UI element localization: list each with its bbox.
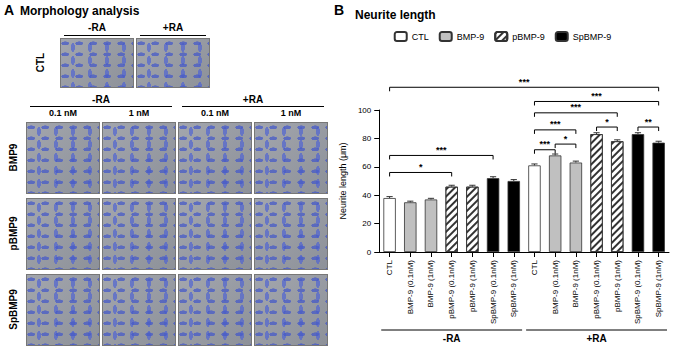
svg-text:pBMP-9 (0.1nM): pBMP-9 (0.1nM) [592, 260, 601, 319]
svg-text:Neurite length: Neurite length [355, 8, 436, 22]
svg-text:60: 60 [362, 162, 371, 171]
svg-text:+RA: +RA [586, 333, 606, 344]
svg-text:CTL: CTL [530, 259, 539, 275]
svg-text:BMP-9: BMP-9 [457, 32, 485, 42]
html-text:1 nM: 1 nM [128, 108, 150, 118]
html-text:1 nM: 1 nM [280, 108, 302, 118]
html-text:+RA: +RA [162, 22, 184, 33]
svg-text:CTL: CTL [412, 32, 429, 42]
html-text:B: B [334, 2, 345, 18]
svg-text:pBMP-9: pBMP-9 [512, 32, 545, 42]
svg-text:pBMP-9 (1nM): pBMP-9 (1nM) [613, 260, 622, 312]
svg-text:-RA: -RA [443, 333, 461, 344]
html-text:BMP9: BMP9 [7, 143, 19, 172]
svg-text:SpBMP-9 (1nM): SpBMP-9 (1nM) [509, 260, 518, 318]
svg-text:*: * [419, 162, 423, 172]
svg-text:BMP-9 (0.1nM): BMP-9 (0.1nM) [551, 260, 560, 315]
svg-text:pBMP-9 (0.1nM): pBMP-9 (0.1nM) [447, 260, 456, 319]
html-text:0.1 nM: 0.1 nM [201, 108, 229, 118]
html-text:-RA: -RA [88, 22, 106, 33]
svg-text:Neurite length (μm): Neurite length (μm) [338, 142, 348, 219]
svg-text:BMP-9 (1nM): BMP-9 (1nM) [426, 260, 435, 308]
html-text:-RA: -RA [92, 94, 110, 105]
svg-text:BMP-9 (1nM): BMP-9 (1nM) [571, 260, 580, 308]
svg-text:CTL: CTL [385, 259, 394, 275]
svg-text:***: *** [540, 139, 551, 149]
svg-text:***: *** [519, 77, 530, 87]
svg-text:*: * [605, 117, 609, 127]
svg-text:***: *** [550, 119, 561, 129]
svg-text:BMP-9 (0.1nM): BMP-9 (0.1nM) [406, 260, 415, 315]
svg-text:SpBMP-9: SpBMP-9 [573, 32, 612, 42]
html-text:0.1 nM: 0.1 nM [49, 108, 77, 118]
svg-text:**: ** [645, 117, 653, 127]
svg-text:100: 100 [358, 106, 372, 115]
svg-text:0: 0 [367, 248, 372, 257]
svg-text:***: *** [591, 91, 602, 101]
svg-text:40: 40 [362, 191, 371, 200]
svg-text:SpBMP-9 (1nM): SpBMP-9 (1nM) [654, 260, 663, 318]
svg-text:pBMP-9 (1nM): pBMP-9 (1nM) [468, 260, 477, 312]
svg-text:***: *** [436, 145, 447, 155]
html-text:pBMP9: pBMP9 [7, 216, 19, 251]
svg-text:20: 20 [362, 219, 371, 228]
svg-text:SpBMP-9 (0.1nM): SpBMP-9 (0.1nM) [633, 260, 642, 324]
html-text:CTL: CTL [34, 52, 46, 73]
svg-text:SpBMP-9 (0.1nM): SpBMP-9 (0.1nM) [489, 260, 498, 324]
html-text:A Morphology analysis: A Morphology analysis [3, 2, 140, 18]
html-text:SpBMP9: SpBMP9 [7, 289, 19, 330]
html-text:+RA: +RA [242, 94, 264, 105]
svg-text:*: * [564, 134, 568, 144]
svg-text:***: *** [571, 102, 582, 112]
svg-text:80: 80 [362, 134, 371, 143]
